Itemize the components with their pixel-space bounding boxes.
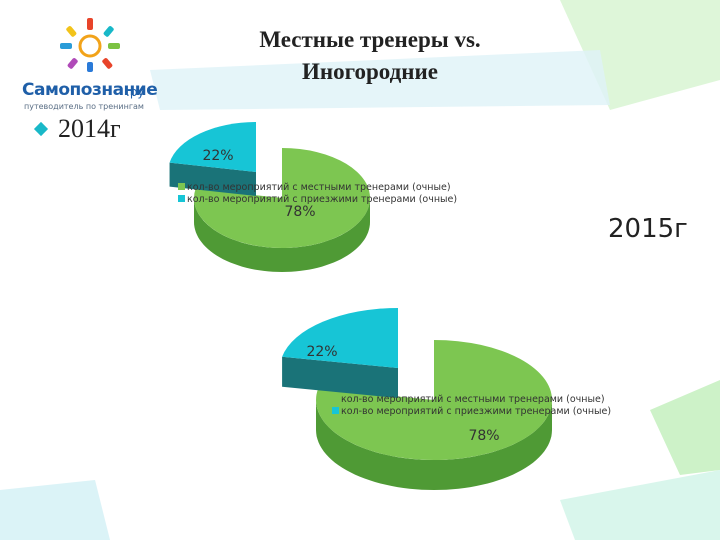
data-label: 22% xyxy=(306,344,337,360)
year-2015-label: 2015г xyxy=(608,214,688,244)
pie-slice-side xyxy=(316,400,552,490)
page-title-line2: Иногородние xyxy=(302,59,438,84)
data-label: 22% xyxy=(202,148,233,164)
pie-chart-2014г: кол-во мероприятий с местными тренерами … xyxy=(169,122,457,272)
pie-slice-side xyxy=(194,198,370,272)
legend-swatch xyxy=(178,183,185,190)
legend-swatch xyxy=(332,395,339,402)
data-label: 78% xyxy=(284,204,315,220)
pie-chart-2015г: кол-во мероприятий с местными тренерами … xyxy=(282,308,611,490)
logo-tld: .ру xyxy=(126,85,145,99)
legend-entry: кол-во мероприятий с приезжими тренерами… xyxy=(187,194,457,205)
deco-shape-top-mid xyxy=(150,50,610,110)
data-label: 78% xyxy=(468,428,499,444)
page-title: Местные тренеры vs. Иногородние xyxy=(160,24,580,88)
pie-slice-top xyxy=(169,122,256,172)
logo-slogan: путеводитель по тренингам xyxy=(24,102,144,111)
logo-name: Самопознание xyxy=(22,80,158,100)
legend-entry: кол-во мероприятий с местными тренерами … xyxy=(341,394,605,405)
legend-swatch xyxy=(178,195,185,202)
pie-slice-top xyxy=(282,308,398,368)
pie-slice-cut-face xyxy=(282,356,398,398)
legend-entry: кол-во мероприятий с приезжими тренерами… xyxy=(341,406,611,417)
legend-entry: кол-во мероприятий с местными тренерами … xyxy=(187,182,451,193)
logo: Самопознание .ру путеводитель по тренинг… xyxy=(8,10,158,111)
year-2014-label: 2014г xyxy=(58,114,121,143)
pie-slice-top xyxy=(194,148,371,248)
deco-shape-right xyxy=(650,380,720,475)
deco-shape-bottom-right xyxy=(560,470,720,540)
sun-logo-icon xyxy=(60,18,120,72)
pie-slice-cut-face xyxy=(169,162,256,196)
page-title-line1: Местные тренеры vs. xyxy=(259,27,481,52)
legend-swatch xyxy=(332,407,339,414)
pie-slice-top xyxy=(316,340,553,461)
deco-shape-bottom-left xyxy=(0,480,110,540)
